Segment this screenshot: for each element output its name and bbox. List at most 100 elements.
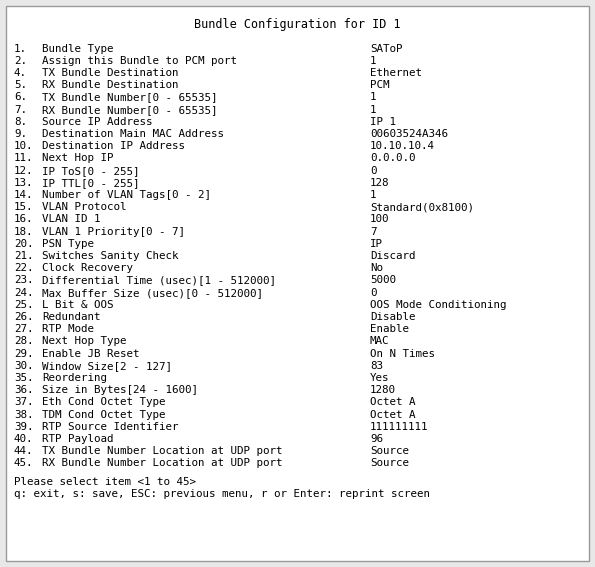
Text: 36.: 36. [14,385,33,395]
Text: Yes: Yes [370,373,390,383]
Text: IP ToS[0 - 255]: IP ToS[0 - 255] [42,166,139,176]
Text: RTP Payload: RTP Payload [42,434,114,444]
Text: 6.: 6. [14,92,27,103]
Text: 37.: 37. [14,397,33,408]
Text: Destination IP Address: Destination IP Address [42,141,185,151]
Text: Number of VLAN Tags[0 - 2]: Number of VLAN Tags[0 - 2] [42,190,211,200]
Text: Discard: Discard [370,251,415,261]
Text: TDM Cond Octet Type: TDM Cond Octet Type [42,409,165,420]
Text: 29.: 29. [14,349,33,358]
Text: 100: 100 [370,214,390,225]
Text: Standard(0x8100): Standard(0x8100) [370,202,474,212]
Text: 15.: 15. [14,202,33,212]
Text: No: No [370,263,383,273]
Text: 2.: 2. [14,56,27,66]
Text: 128: 128 [370,178,390,188]
Text: 30.: 30. [14,361,33,371]
Text: PCM: PCM [370,80,390,90]
Text: Window Size[2 - 127]: Window Size[2 - 127] [42,361,172,371]
Text: 0: 0 [370,166,377,176]
Text: VLAN 1 Priority[0 - 7]: VLAN 1 Priority[0 - 7] [42,227,185,236]
Text: Enable JB Reset: Enable JB Reset [42,349,139,358]
Text: IP 1: IP 1 [370,117,396,127]
Text: IP: IP [370,239,383,249]
Text: Source: Source [370,459,409,468]
Text: 111111111: 111111111 [370,422,428,432]
Text: On N Times: On N Times [370,349,435,358]
Text: 5000: 5000 [370,276,396,285]
Text: 40.: 40. [14,434,33,444]
Text: Destination Main MAC Address: Destination Main MAC Address [42,129,224,139]
Text: 96: 96 [370,434,383,444]
Text: Size in Bytes[24 - 1600]: Size in Bytes[24 - 1600] [42,385,198,395]
Text: Bundle Type: Bundle Type [42,44,114,54]
Text: Clock Recovery: Clock Recovery [42,263,133,273]
Text: OOS Mode Conditioning: OOS Mode Conditioning [370,300,506,310]
Text: Next Hop Type: Next Hop Type [42,336,127,346]
Text: 4.: 4. [14,68,27,78]
Text: Please select item <1 to 45>: Please select item <1 to 45> [14,477,196,486]
Text: SAToP: SAToP [370,44,402,54]
Text: 44.: 44. [14,446,33,456]
Text: 14.: 14. [14,190,33,200]
Text: 20.: 20. [14,239,33,249]
Text: 45.: 45. [14,459,33,468]
Text: 10.: 10. [14,141,33,151]
Text: 27.: 27. [14,324,33,334]
Text: 1.: 1. [14,44,27,54]
Text: 1: 1 [370,190,377,200]
Text: 8.: 8. [14,117,27,127]
Text: 13.: 13. [14,178,33,188]
Text: RX Bundle Number[0 - 65535]: RX Bundle Number[0 - 65535] [42,105,218,115]
Text: RX Bundle Destination: RX Bundle Destination [42,80,178,90]
Text: 26.: 26. [14,312,33,322]
Text: 1: 1 [370,56,377,66]
Text: 10.10.10.4: 10.10.10.4 [370,141,435,151]
Text: RTP Source Identifier: RTP Source Identifier [42,422,178,432]
Text: Switches Sanity Check: Switches Sanity Check [42,251,178,261]
Text: RTP Mode: RTP Mode [42,324,94,334]
Text: 21.: 21. [14,251,33,261]
Text: Max Buffer Size (usec)[0 - 512000]: Max Buffer Size (usec)[0 - 512000] [42,287,263,298]
Text: 0: 0 [370,287,377,298]
Text: 12.: 12. [14,166,33,176]
Text: Reordering: Reordering [42,373,107,383]
Text: 22.: 22. [14,263,33,273]
Text: 24.: 24. [14,287,33,298]
Text: Eth Cond Octet Type: Eth Cond Octet Type [42,397,165,408]
Text: 23.: 23. [14,276,33,285]
Text: Enable: Enable [370,324,409,334]
Text: Redundant: Redundant [42,312,101,322]
Text: 5.: 5. [14,80,27,90]
Text: Bundle Configuration for ID 1: Bundle Configuration for ID 1 [194,18,401,31]
Text: 11.: 11. [14,154,33,163]
Text: MAC: MAC [370,336,390,346]
Text: 83: 83 [370,361,383,371]
Text: TX Bundle Destination: TX Bundle Destination [42,68,178,78]
Text: 1: 1 [370,105,377,115]
Text: 0.0.0.0: 0.0.0.0 [370,154,415,163]
Text: 39.: 39. [14,422,33,432]
Text: 25.: 25. [14,300,33,310]
Text: 00603524A346: 00603524A346 [370,129,448,139]
Text: 28.: 28. [14,336,33,346]
Text: Differential Time (usec)[1 - 512000]: Differential Time (usec)[1 - 512000] [42,276,276,285]
Text: Disable: Disable [370,312,415,322]
Text: 38.: 38. [14,409,33,420]
Text: 16.: 16. [14,214,33,225]
Text: 7: 7 [370,227,377,236]
Text: Ethernet: Ethernet [370,68,422,78]
Text: Next Hop IP: Next Hop IP [42,154,114,163]
Text: PSN Type: PSN Type [42,239,94,249]
Text: TX Bundle Number Location at UDP port: TX Bundle Number Location at UDP port [42,446,283,456]
Text: RX Bundle Number Location at UDP port: RX Bundle Number Location at UDP port [42,459,283,468]
Text: q: exit, s: save, ESC: previous menu, r or Enter: reprint screen: q: exit, s: save, ESC: previous menu, r … [14,489,430,499]
Text: 35.: 35. [14,373,33,383]
Text: L Bit & OOS: L Bit & OOS [42,300,114,310]
Text: Assign this Bundle to PCM port: Assign this Bundle to PCM port [42,56,237,66]
Text: 1: 1 [370,92,377,103]
Text: 18.: 18. [14,227,33,236]
Text: Source IP Address: Source IP Address [42,117,152,127]
Text: Source: Source [370,446,409,456]
Text: IP TTL[0 - 255]: IP TTL[0 - 255] [42,178,139,188]
